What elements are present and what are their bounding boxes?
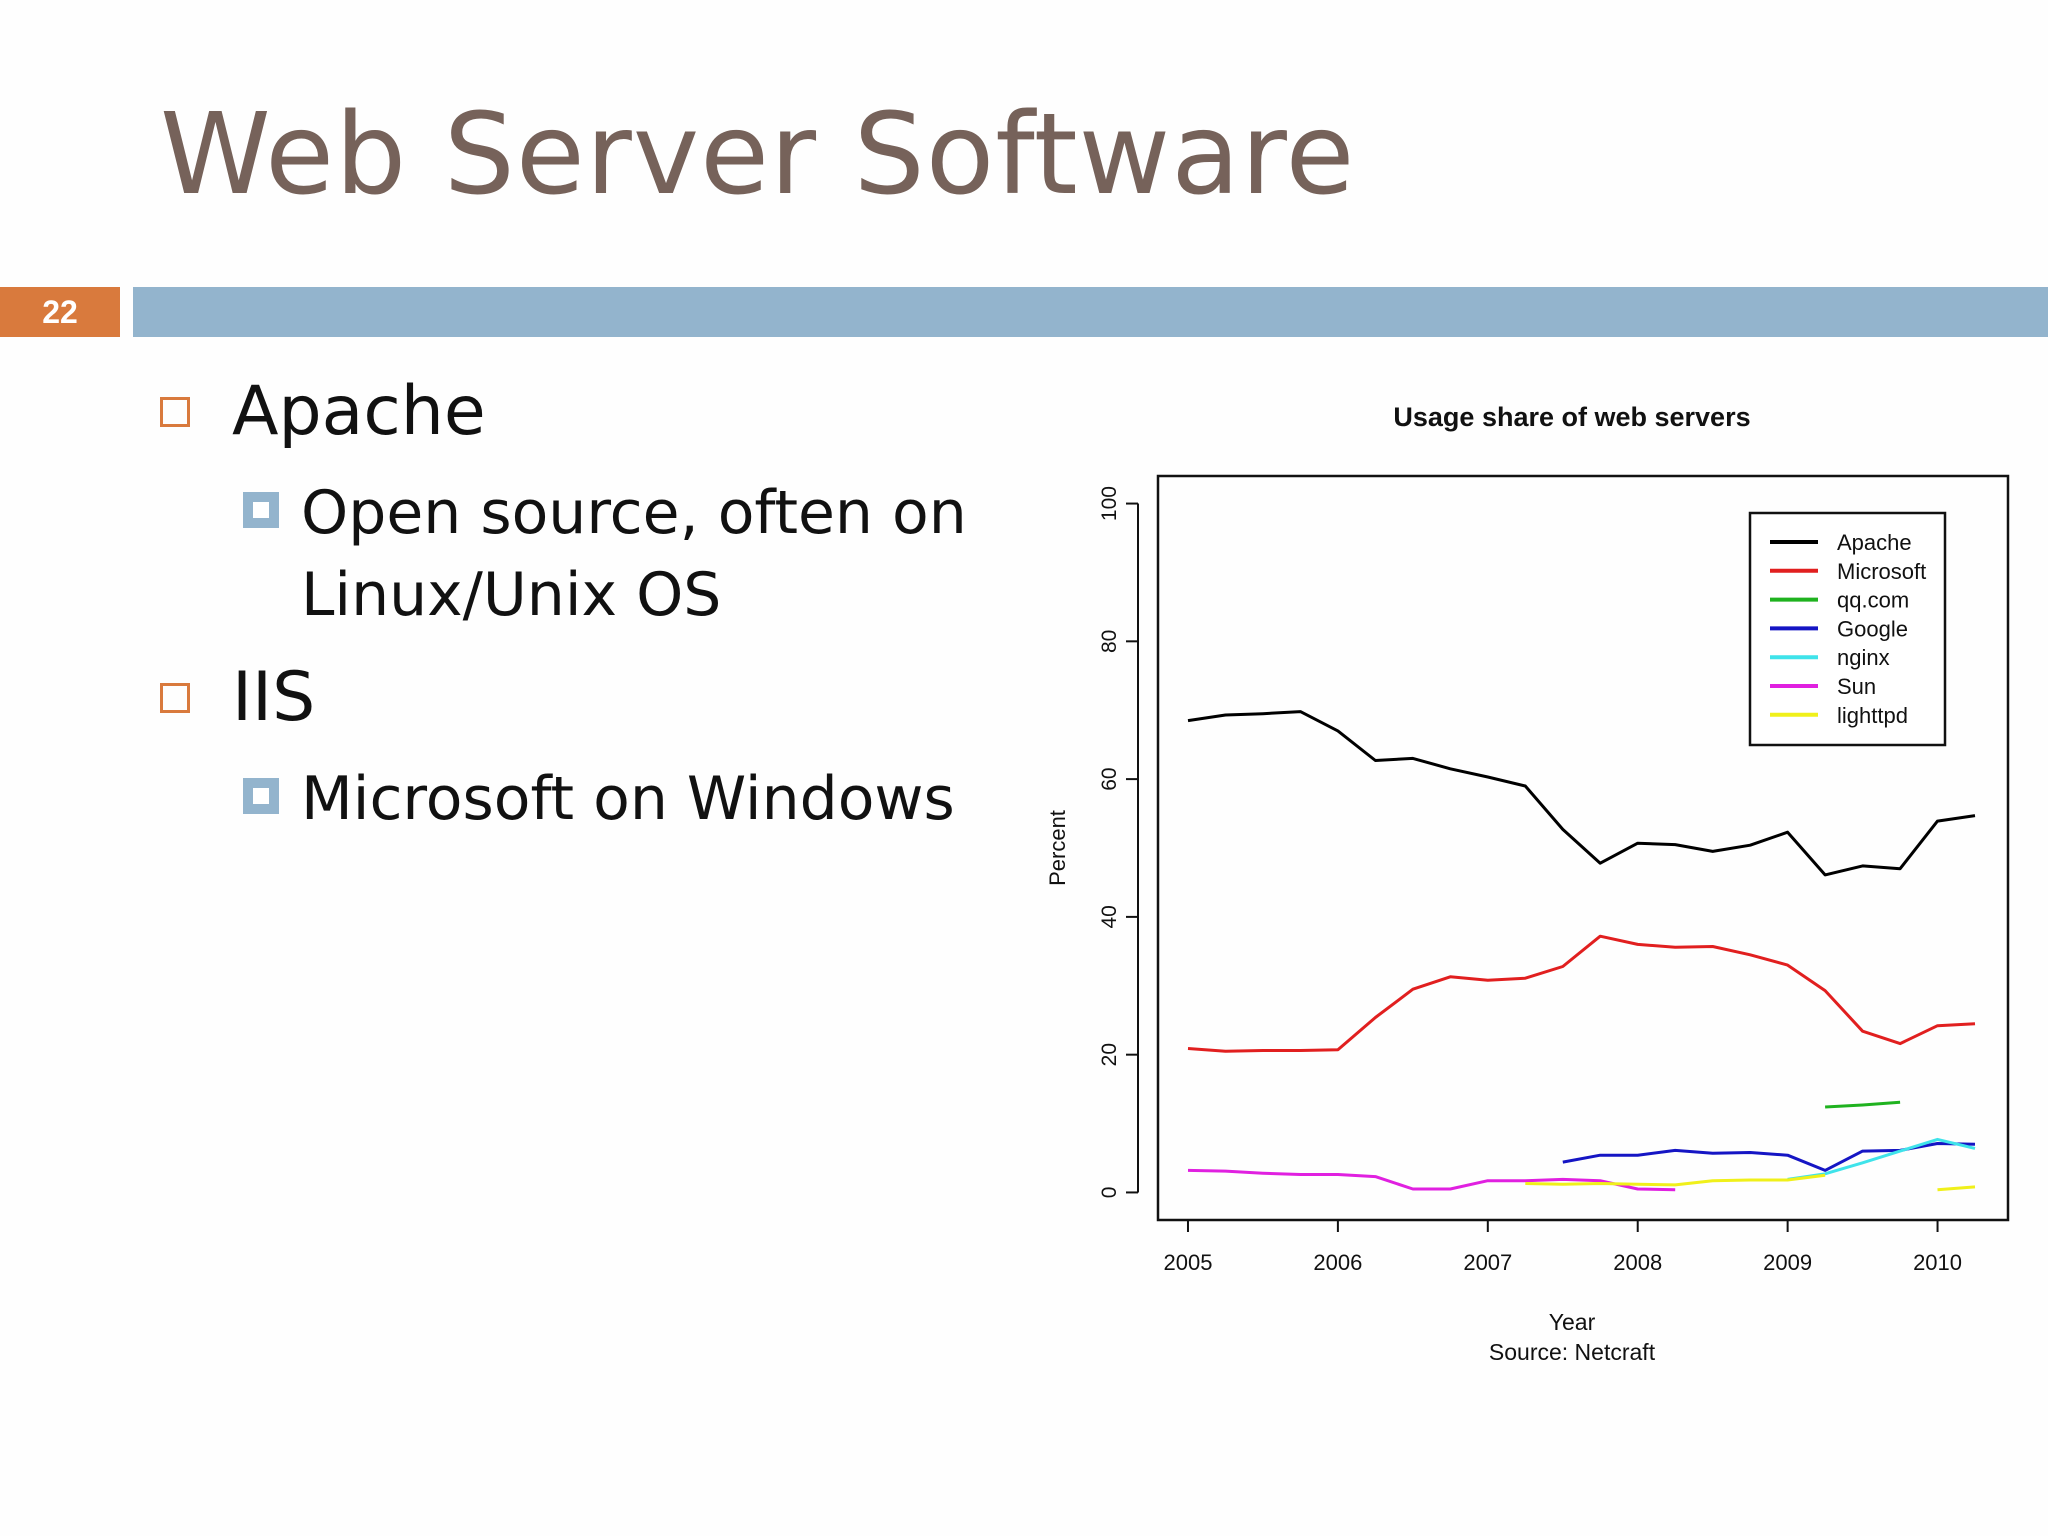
hollow-square-bullet-icon xyxy=(160,396,190,427)
legend-label: Microsoft xyxy=(1837,559,1926,584)
title-divider-bar xyxy=(133,287,2048,337)
y-tick-label: 40 xyxy=(1098,905,1121,928)
usage-share-chart: Usage share of web servers 0 20 40 60 80 100 … xyxy=(1020,380,2048,1390)
hollow-square-bullet-icon xyxy=(160,682,190,713)
series-line-nginx xyxy=(1787,1137,1976,1181)
sub-bullet-text: Open source, often on Linux/Unix OS xyxy=(301,472,967,636)
legend-label: Sun xyxy=(1837,674,1876,699)
bullet-label: Apache xyxy=(232,372,486,451)
y-tick-label: 60 xyxy=(1098,767,1121,790)
x-tick-label: 2009 xyxy=(1763,1250,1812,1275)
y-tick-label: 80 xyxy=(1098,630,1121,653)
y-tick-label: 100 xyxy=(1098,486,1121,521)
chart-title: Usage share of web servers xyxy=(1393,402,1750,432)
y-axis-label: Percent xyxy=(1045,810,1070,886)
sub-bullet-line: Microsoft on Windows xyxy=(301,764,955,834)
series-line-lighttpd xyxy=(1937,1185,1976,1192)
legend-label: qq.com xyxy=(1837,588,1909,613)
legend-label: Google xyxy=(1837,616,1908,641)
bullet-item-iis: IIS xyxy=(160,658,315,737)
series-line-lighttpd xyxy=(1525,1173,1826,1187)
chart-svg: Usage share of web servers 020406080100 … xyxy=(1045,402,2010,1365)
x-tick-label: 2007 xyxy=(1463,1250,1512,1275)
sub-bullet-apache: Open source, often on Linux/Unix OS xyxy=(243,472,967,636)
series-line-qq-com xyxy=(1825,1100,1901,1109)
chart-legend: Apache Microsoft qq.com Google nginx Sun light… xyxy=(1748,511,1947,747)
y-tick-label: 20 xyxy=(1098,1043,1121,1066)
legend-label: lighttpd xyxy=(1837,703,1908,728)
bullet-label: IIS xyxy=(232,658,316,737)
x-axis: 2005 2006 2007 2008 2009 2010 xyxy=(1164,1219,1962,1275)
x-tick-label: 2008 xyxy=(1613,1250,1662,1275)
source-caption: Source: Netcraft xyxy=(1489,1339,1656,1365)
slide-title: Web Server Software xyxy=(160,90,1356,220)
y-axis: 0 20 40 60 80 100 xyxy=(1098,486,1139,1199)
page-number-badge: 22 xyxy=(0,287,120,337)
x-tick-label: 2005 xyxy=(1164,1250,1213,1275)
series-lines xyxy=(1187,710,1976,1192)
series-line-microsoft xyxy=(1187,934,1976,1053)
sub-bullet-text: Microsoft on Windows xyxy=(301,758,955,840)
y-tick-label: 0 xyxy=(1098,1187,1121,1199)
legend-label: Apache xyxy=(1837,530,1912,555)
sub-bullet-line: Open source, often on xyxy=(301,478,967,548)
x-tick-label: 2010 xyxy=(1913,1250,1962,1275)
legend-label: nginx xyxy=(1837,645,1890,670)
sub-bullet-iis: Microsoft on Windows xyxy=(243,758,955,840)
series-line-apache xyxy=(1187,710,1976,877)
page-number: 22 xyxy=(42,293,78,330)
sub-bullet-line: Linux/Unix OS xyxy=(301,560,722,630)
bullet-item-apache: Apache xyxy=(160,372,486,451)
x-tick-label: 2006 xyxy=(1313,1250,1362,1275)
square-bullet-icon xyxy=(243,492,279,528)
series-line-sun xyxy=(1187,1168,1676,1192)
square-bullet-icon xyxy=(243,778,279,814)
x-axis-label: Year xyxy=(1549,1309,1596,1335)
